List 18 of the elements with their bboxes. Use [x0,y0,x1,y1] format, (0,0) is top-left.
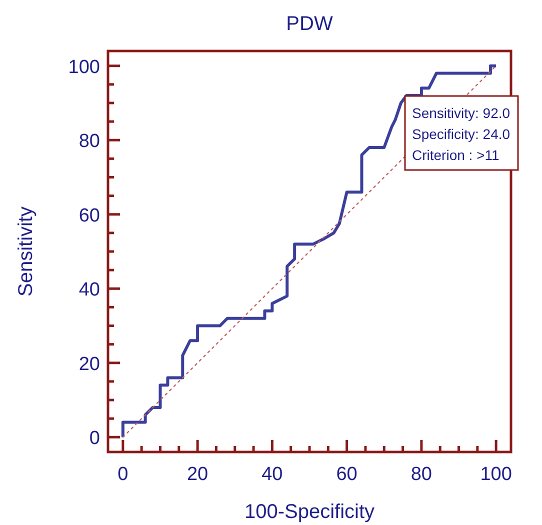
y-tick-label: 20 [78,354,100,375]
y-tick-label: 100 [68,56,100,78]
x-tick-label: 80 [410,464,432,485]
y-tick-label: 80 [78,131,100,152]
annotation: Sensitivity: 92.0 [412,105,510,121]
y-tick-label: 60 [78,205,100,226]
annotation: Criterion : >11 [412,147,500,163]
chart-title: PDW [286,13,333,35]
y-tick-label: 40 [78,280,100,301]
x-tick-label: 60 [336,464,358,485]
x-tick-label: 100 [480,464,512,485]
x-axis-title: 100-Specificity [244,501,375,523]
annotation: Specificity: 24.0 [412,126,510,142]
y-tick-label: 0 [89,428,100,450]
x-tick-label: 40 [262,464,283,485]
y-axis-title: Sensitivity [15,206,37,297]
x-tick-label: 20 [186,464,208,485]
x-tick-label: 0 [118,464,128,485]
